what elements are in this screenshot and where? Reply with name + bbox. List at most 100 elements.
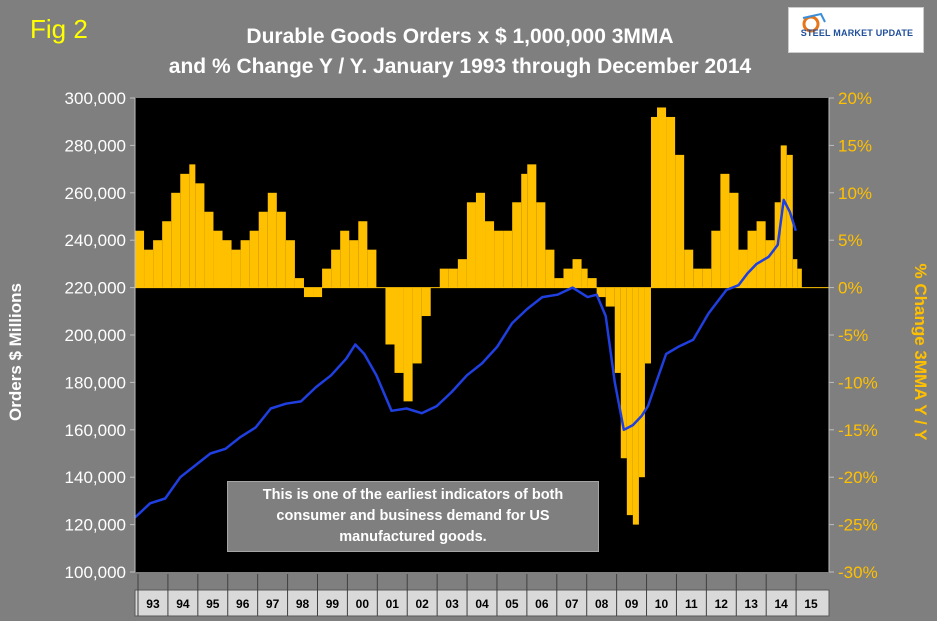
bar: [738, 249, 748, 288]
bar: [720, 173, 730, 288]
annotation-line-2: consumer and business demand for US: [276, 508, 550, 524]
x-tick-label: 15: [804, 597, 818, 611]
left-tick-label: 100,000: [65, 563, 126, 582]
bar: [596, 287, 606, 298]
bar: [527, 164, 537, 288]
bar: [448, 268, 458, 288]
right-tick-label: 10%: [838, 184, 872, 203]
bar: [303, 287, 314, 298]
bar: [394, 287, 404, 373]
bar: [231, 249, 241, 288]
bar: [494, 230, 504, 288]
bar: [675, 154, 685, 288]
left-tick-label: 260,000: [65, 184, 126, 203]
right-tick-label: -25%: [838, 516, 878, 535]
bar: [367, 249, 377, 288]
left-axis-label-text: Orders $ Millions: [6, 283, 25, 421]
left-tick-label: 240,000: [65, 231, 126, 250]
bar: [403, 287, 413, 402]
x-tick-label: 02: [416, 597, 430, 611]
bar: [747, 230, 757, 288]
x-tick-label: 01: [386, 597, 400, 611]
bar: [475, 192, 486, 288]
bar: [693, 268, 703, 288]
bar: [786, 154, 793, 288]
x-tick-label: 98: [296, 597, 310, 611]
x-tick-label: 11: [685, 597, 698, 611]
bar: [614, 287, 621, 373]
right-tick-label: 20%: [838, 89, 872, 108]
bar: [349, 240, 359, 288]
bar: [797, 268, 802, 288]
left-tick-label: 180,000: [65, 373, 126, 392]
left-tick-label: 200,000: [65, 326, 126, 345]
bar: [650, 116, 658, 288]
bar: [213, 230, 223, 288]
bar: [666, 116, 676, 288]
x-tick-label: 10: [655, 597, 669, 611]
bar: [153, 240, 163, 288]
bar: [554, 278, 564, 288]
bar: [485, 221, 495, 288]
x-tick-label: 06: [535, 597, 549, 611]
bar: [340, 230, 350, 288]
x-tick-label: 97: [266, 597, 280, 611]
x-tick-label: 00: [356, 597, 370, 611]
logo-icon: [802, 12, 826, 33]
bar: [267, 192, 277, 288]
left-tick-label: 160,000: [65, 421, 126, 440]
bar: [587, 278, 597, 288]
bar: [632, 287, 639, 525]
bar: [466, 202, 476, 288]
bar: [644, 287, 651, 364]
right-tick-label: -10%: [838, 373, 878, 392]
x-tick-label: 09: [625, 597, 639, 611]
bar: [439, 268, 449, 288]
orders-line-series: [134, 198, 797, 519]
annotation-line-3: manufactured goods.: [339, 529, 487, 545]
left-tick-label: 300,000: [65, 89, 126, 108]
bar: [412, 287, 422, 364]
bar: [240, 240, 250, 288]
bar: [545, 249, 555, 288]
x-tick-label: 99: [326, 597, 340, 611]
bar: [285, 240, 295, 288]
right-tick-label: -15%: [838, 421, 878, 440]
steel-market-update-logo: STEEL MARKET UPDATE: [788, 7, 924, 53]
x-tick-label: 07: [565, 597, 579, 611]
bar: [563, 268, 573, 288]
left-tick-label: 280,000: [65, 136, 126, 155]
bar: [358, 221, 368, 288]
bar: [171, 192, 181, 288]
bar: [657, 107, 667, 288]
x-tick-label: 14: [774, 597, 788, 611]
bar: [756, 221, 766, 288]
bar: [204, 211, 214, 288]
bar: [189, 164, 196, 288]
x-axis-ticks: 93 94 95 96 97 98 99 00 01 02 03 04 05 06 07 08 09 10 11 12…: [137, 574, 818, 616]
x-tick-label: 94: [176, 597, 190, 611]
right-tick-label: -30%: [838, 563, 878, 582]
x-tick-label: 95: [206, 597, 220, 611]
bar: [572, 259, 582, 288]
x-axis-band: [134, 589, 830, 617]
bar: [135, 230, 145, 288]
x-tick-label: 12: [715, 597, 729, 611]
right-tick-label: 15%: [838, 136, 872, 155]
bar: [322, 268, 332, 288]
left-axis-label: Orders $ Millions: [4, 283, 28, 421]
logo-text: STEEL MARKET UPDATE: [800, 28, 914, 38]
x-tick-label: 96: [236, 597, 250, 611]
bar: [620, 287, 627, 459]
right-axis-label: % Change 3MMA Y / Y: [908, 264, 932, 441]
chart-title-line-2: and % Change Y / Y. January 1993 through…: [168, 55, 752, 78]
x-tick-label: 05: [505, 597, 519, 611]
right-tick-label: 0%: [838, 279, 863, 298]
bar: [780, 145, 787, 288]
x-tick-label: 93: [146, 597, 160, 611]
bar: [331, 249, 341, 288]
bar: [421, 287, 431, 317]
bar: [294, 278, 304, 288]
bar: [605, 287, 615, 307]
right-axis-label-text: % Change 3MMA Y / Y: [911, 263, 930, 441]
